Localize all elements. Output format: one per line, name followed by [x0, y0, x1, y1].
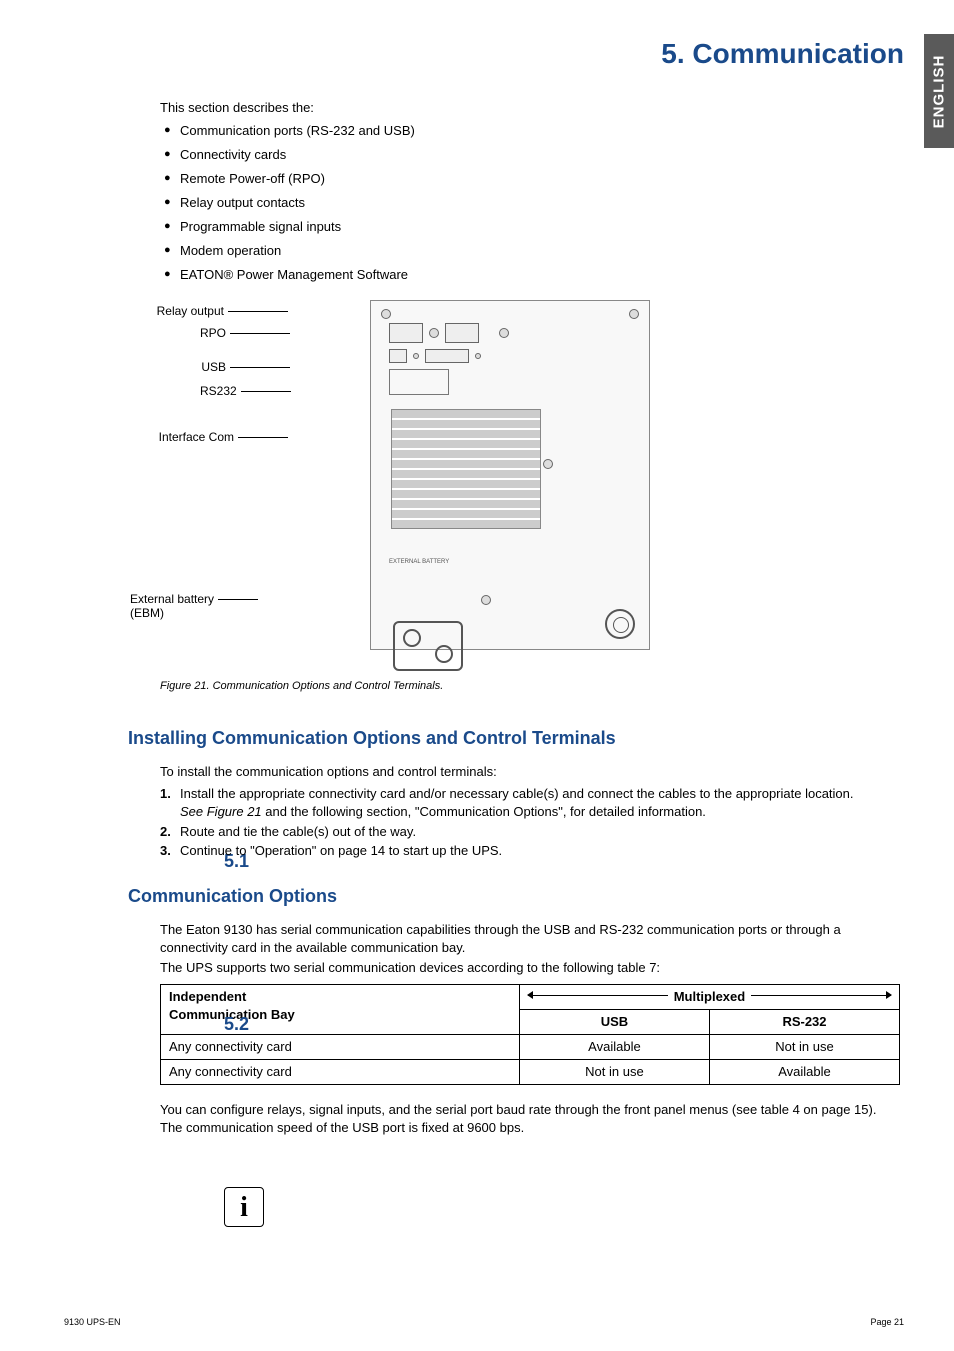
language-tab-text: ENGLISH [931, 54, 948, 128]
fig-label-usb: USB [200, 360, 290, 374]
table-row: Any connectivity card Available Not in u… [161, 1034, 900, 1059]
info-p2: The communication speed of the USB port … [160, 1119, 900, 1137]
fig-label-relay: Relay output [150, 304, 288, 318]
list-item: Modem operation [164, 243, 900, 258]
fig-label-rs232: RS232 [200, 384, 290, 398]
list-item: 2.Route and tie the cable(s) out of the … [160, 823, 900, 841]
fig-label-rpo: RPO [200, 326, 290, 340]
feature-list: Communication ports (RS-232 and USB) Con… [160, 123, 900, 282]
td: Available [519, 1034, 709, 1059]
fig-label-ebm: External battery (EBM) [130, 592, 260, 620]
list-item: Connectivity cards [164, 147, 900, 162]
sec52-p1: The Eaton 9130 has serial communication … [160, 921, 900, 957]
list-item: Programmable signal inputs [164, 219, 900, 234]
th-usb: USB [519, 1009, 709, 1034]
device-diagram: EXTERNAL BATTERY [370, 300, 650, 650]
section-title-52: Communication Options [128, 886, 900, 907]
footer-right: Page 21 [870, 1317, 904, 1327]
section-number-52: 5.2 [224, 1014, 249, 1035]
info-icon: i [224, 1187, 264, 1227]
table-row: Any connectivity card Not in use Availab… [161, 1060, 900, 1085]
page-title: 5. Communication [661, 38, 904, 70]
th-multiplexed: Multiplexed [519, 984, 899, 1009]
section-51-body: To install the communication options and… [160, 763, 900, 860]
th-independent: Independent Communication Bay [161, 984, 520, 1034]
list-item: EATON® Power Management Software [164, 267, 900, 282]
language-tab: ENGLISH [924, 34, 954, 148]
list-item: 3.Continue to "Operation" on page 14 to … [160, 842, 900, 860]
figure-21: Relay output RPO USB RS232 Interface Com… [160, 300, 900, 670]
figure-caption: Figure 21. Communication Options and Con… [160, 680, 900, 692]
numbered-list: 1.Install the appropriate connectivity c… [160, 785, 900, 860]
td: Any connectivity card [161, 1034, 520, 1059]
intro-text: This section describes the: [160, 100, 900, 115]
section-title-51: Installing Communication Options and Con… [128, 728, 900, 749]
th-rs232: RS-232 [709, 1009, 899, 1034]
sec51-intro: To install the communication options and… [160, 763, 900, 781]
list-item: Communication ports (RS-232 and USB) [164, 123, 900, 138]
communication-table: Independent Communication Bay Multiplexe… [160, 984, 900, 1086]
td: Any connectivity card [161, 1060, 520, 1085]
td: Not in use [709, 1034, 899, 1059]
info-note: You can configure relays, signal inputs,… [160, 1101, 900, 1137]
main-content: This section describes the: Communicatio… [160, 100, 900, 1138]
list-item: Remote Power-off (RPO) [164, 171, 900, 186]
section-52-body: The Eaton 9130 has serial communication … [160, 921, 900, 1085]
fig-label-interface: Interface Com [150, 430, 288, 444]
footer-left: 9130 UPS-EN [64, 1317, 121, 1327]
td: Not in use [519, 1060, 709, 1085]
info-p1: You can configure relays, signal inputs,… [160, 1101, 900, 1119]
list-item: Relay output contacts [164, 195, 900, 210]
td: Available [709, 1060, 899, 1085]
sec52-p2: The UPS supports two serial communicatio… [160, 959, 900, 977]
list-item: 1.Install the appropriate connectivity c… [160, 785, 900, 821]
